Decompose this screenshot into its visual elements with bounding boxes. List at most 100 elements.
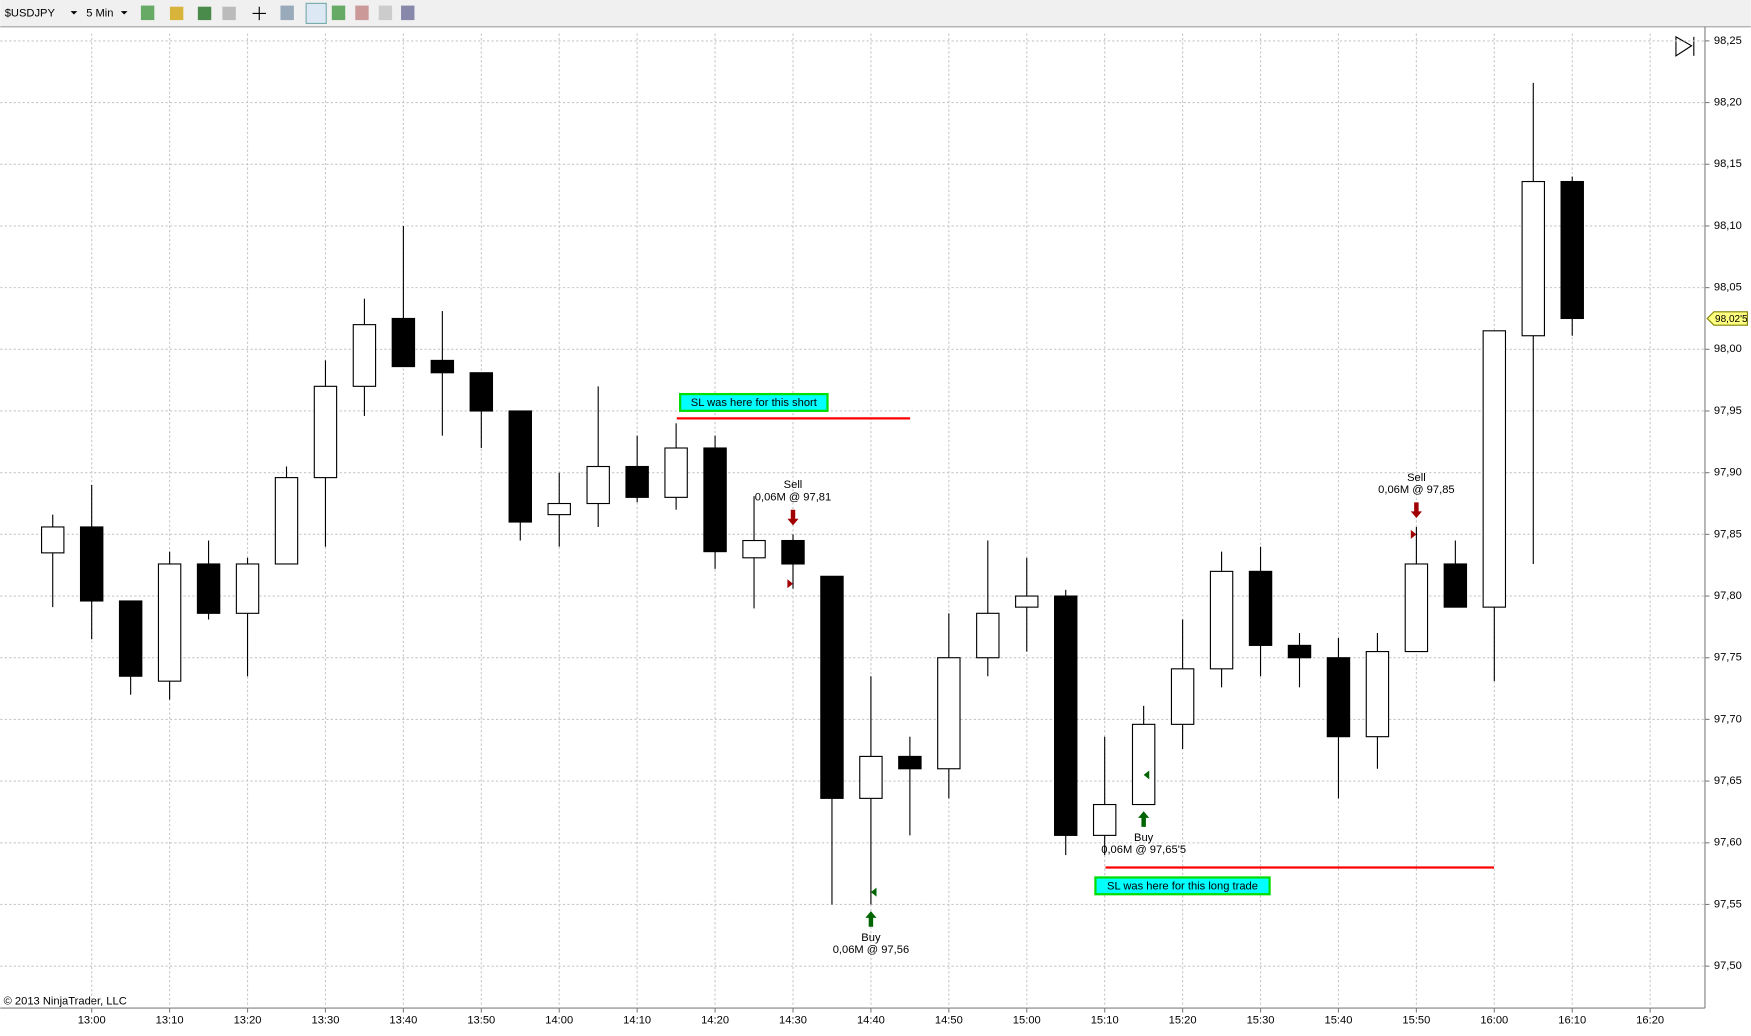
y-tick-label: 98,00 (1714, 343, 1742, 355)
annotation-text: SL was here for this short (691, 397, 818, 409)
candle-body (820, 575, 844, 799)
candle-body (1560, 180, 1584, 320)
candle-body (157, 563, 182, 682)
trade-action: Sell (1407, 472, 1426, 484)
candle-body (1131, 723, 1156, 806)
candle-body (937, 657, 961, 770)
candle-body (391, 317, 416, 368)
candle-body (41, 526, 65, 554)
x-tick-label: 13:20 (234, 1014, 262, 1026)
candle-body (664, 447, 688, 498)
x-tick-label: 14:00 (545, 1014, 573, 1026)
candle-body (1521, 180, 1545, 337)
crosshair-icon[interactable] (252, 6, 266, 21)
candle-body (1015, 595, 1039, 608)
buy-arrow (1138, 811, 1150, 827)
last-price-label: 98,02'5 (1715, 314, 1748, 325)
y-tick-label: 97,90 (1714, 467, 1742, 479)
x-tick-label: 14:50 (935, 1014, 963, 1026)
candle-body (625, 465, 649, 498)
x-tick-label: 13:30 (311, 1014, 339, 1026)
y-tick-label: 98,25 (1714, 35, 1742, 47)
candle-body (79, 526, 104, 602)
candle-body (781, 539, 805, 565)
x-tick-label: 14:10 (623, 1014, 651, 1026)
candle-body (508, 410, 532, 523)
x-tick-label: 16:10 (1558, 1014, 1586, 1026)
execution-marker (787, 579, 793, 589)
y-tick-label: 97,80 (1714, 590, 1742, 602)
candle-body (1287, 644, 1312, 659)
x-tick-label: 16:00 (1480, 1014, 1508, 1026)
candle-body (1170, 668, 1195, 725)
y-tick-label: 97,70 (1714, 713, 1742, 725)
candle-body (1326, 657, 1351, 738)
dropdown-arrow[interactable] (70, 11, 78, 15)
copyright: © 2013 NinjaTrader, LLC (4, 995, 127, 1007)
candle-body (1443, 563, 1468, 608)
candle-body (1365, 651, 1390, 738)
candle-body (118, 600, 143, 677)
x-tick-label: 13:00 (78, 1014, 106, 1026)
candle-body (1209, 570, 1234, 670)
zoom-icon[interactable] (280, 5, 294, 21)
candle-body (430, 359, 455, 374)
x-tick-label: 15:20 (1169, 1014, 1197, 1026)
candle-body (235, 563, 260, 614)
x-tick-label: 14:20 (701, 1014, 729, 1026)
analyzer-icon[interactable] (355, 5, 369, 21)
sell-arrow (787, 509, 799, 526)
dropdown-arrow[interactable] (120, 11, 128, 15)
y-tick-label: 98,10 (1714, 220, 1742, 232)
buy-arrow (865, 911, 877, 927)
indicator-icon[interactable] (305, 2, 327, 25)
instrument-selector[interactable]: $USDJPY (5, 7, 56, 19)
x-tick-label: 13:10 (156, 1014, 184, 1026)
candle-body (742, 539, 766, 559)
x-tick-label: 15:40 (1325, 1014, 1353, 1026)
toolbar-icons[interactable] (140, 2, 415, 25)
properties-icon[interactable] (378, 5, 393, 21)
scroll-end-button[interactable] (1675, 35, 1695, 57)
trade-label: 0,06M @ 97,81 (755, 491, 831, 503)
x-tick-label: 15:30 (1247, 1014, 1275, 1026)
x-tick-label: 15:00 (1013, 1014, 1041, 1026)
marker-icon[interactable] (197, 6, 212, 21)
chart-style-icon[interactable] (140, 5, 155, 21)
candle-body (313, 385, 338, 479)
annotation-text: SL was here for this long trade (1107, 880, 1258, 892)
sell-arrow (1410, 502, 1422, 519)
y-tick-label: 97,65 (1714, 775, 1742, 787)
candle-body (1248, 570, 1273, 646)
trade-action: Buy (1134, 832, 1154, 844)
annotation-box (679, 392, 829, 412)
x-tick-label: 13:50 (467, 1014, 495, 1026)
candle-body (547, 502, 571, 516)
trade-label: 0,06M @ 97,85 (1378, 484, 1454, 496)
candle-body (1482, 330, 1507, 608)
candle-body (196, 563, 221, 614)
strategy-icon[interactable] (331, 5, 346, 21)
drawing-tool-icon[interactable] (169, 6, 184, 21)
y-tick-label: 97,85 (1714, 528, 1742, 540)
candle-body (1054, 595, 1078, 836)
candle-body (976, 612, 1000, 659)
y-tick-label: 97,60 (1714, 837, 1742, 849)
annotation-box (1094, 876, 1271, 896)
execution-marker (1143, 770, 1150, 780)
interval-selector[interactable]: 5 Min (86, 7, 113, 19)
y-tick-label: 97,75 (1714, 652, 1742, 664)
trade-label: 0,06M @ 97,65'5 (1101, 844, 1186, 856)
marker-icon[interactable] (222, 6, 236, 21)
y-tick-label: 98,15 (1714, 158, 1742, 170)
execution-marker (1410, 529, 1417, 539)
candle-body (274, 477, 299, 565)
candle-body (703, 447, 727, 553)
trade-label: 0,06M @ 97,56 (833, 944, 909, 956)
x-tick-label: 14:30 (779, 1014, 807, 1026)
data-box-icon[interactable] (401, 5, 415, 21)
candle-body (859, 755, 883, 799)
candle-body (352, 324, 377, 387)
candle-body (1404, 563, 1429, 653)
